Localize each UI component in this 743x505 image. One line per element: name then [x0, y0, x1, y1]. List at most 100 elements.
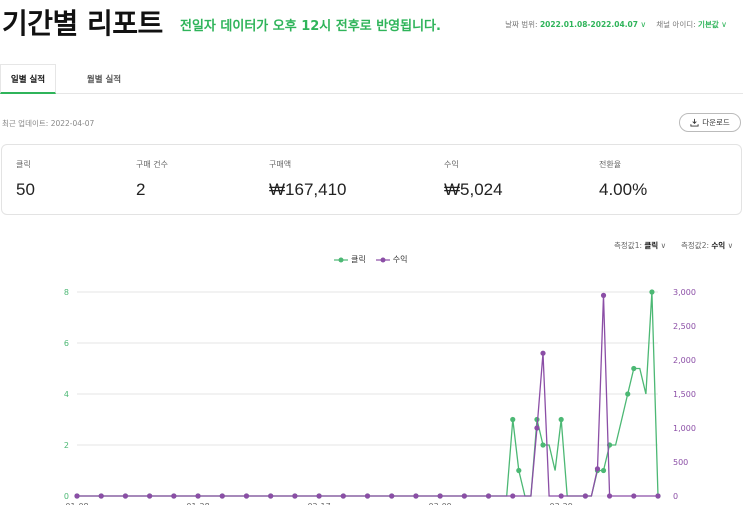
y-left-tick-label: 8 — [64, 288, 69, 297]
measure1-select[interactable]: 측정값1: 클릭 ∨ — [614, 240, 666, 251]
data-point — [631, 493, 637, 499]
line-marker-icon — [334, 257, 348, 262]
y-right-tick-label: 1,500 — [673, 390, 696, 399]
data-point — [340, 493, 346, 499]
y-right-tick-label: 0 — [673, 492, 678, 501]
data-point — [485, 493, 492, 499]
data-point — [594, 466, 601, 472]
data-point — [558, 416, 564, 423]
data-point — [147, 493, 153, 499]
y-right-tick-label: 2,500 — [673, 322, 696, 331]
x-tick-label: 03-29 — [550, 502, 573, 505]
data-point — [389, 493, 395, 499]
y-left-tick-label: 4 — [64, 390, 69, 399]
data-point — [243, 493, 250, 499]
data-point — [582, 493, 588, 499]
download-icon — [690, 118, 699, 127]
metric-value: 4.00% — [599, 180, 648, 199]
legend-item-clicks[interactable]: 클릭 — [334, 254, 366, 265]
data-point — [268, 493, 274, 499]
data-point — [195, 493, 201, 499]
date-range-label: 날짜 범위: — [505, 20, 538, 29]
metric-label: 전환율 — [599, 160, 622, 169]
chevron-down-icon: ∨ — [727, 241, 734, 250]
y-right-tick-label: 500 — [673, 458, 688, 467]
data-point — [461, 493, 467, 499]
x-tick-label: 01-08 — [65, 502, 88, 505]
metric-conversion-rate: 전환율 4.00% — [599, 159, 647, 200]
line-marker-icon — [375, 257, 390, 262]
measure2-value: 수익 — [711, 241, 726, 250]
data-point — [364, 493, 371, 499]
channel-value: 기본값 — [698, 20, 719, 29]
data-point — [74, 493, 80, 499]
x-tick-label: 01-28 — [186, 502, 209, 505]
y-left-tick-label: 0 — [64, 492, 69, 501]
data-point — [606, 493, 613, 499]
data-point — [655, 493, 661, 499]
measure2-select[interactable]: 측정값2: 수익 ∨ — [681, 240, 733, 251]
last-updated: 최근 업데이트: 2022-04-07 — [2, 119, 95, 128]
channel-label: 채널 아이디: — [656, 20, 696, 29]
page-subtitle: 전일자 데이터가 오후 12시 전후로 반영됩니다. — [180, 19, 441, 34]
summary-panel: 클릭 50 구매 건수 2 구매액 ₩167,410 수익 ₩5,024 전환율… — [1, 144, 742, 215]
measure1-label: 측정값1: — [614, 241, 642, 250]
y-right-tick-label: 1,000 — [673, 424, 696, 433]
data-point — [292, 493, 298, 499]
series-line-revenue — [77, 295, 658, 497]
data-point — [631, 365, 637, 372]
channel-filter[interactable]: 채널 아이디: 기본값 ∨ — [656, 19, 727, 30]
metric-value: ₩5,024 — [444, 180, 503, 199]
data-point — [534, 425, 540, 431]
legend-label: 수익 — [392, 255, 408, 264]
data-point — [98, 493, 104, 499]
tab-daily[interactable]: 일별 실적 — [0, 64, 56, 94]
data-point — [516, 467, 522, 474]
y-left-tick-label: 6 — [64, 339, 69, 348]
measure1-value: 클릭 — [644, 241, 659, 250]
chevron-down-icon: ∨ — [721, 20, 727, 29]
header: 기간별 리포트 전일자 데이터가 오후 12시 전후로 반영됩니다. 날짜 범위… — [0, 0, 743, 44]
metric-purchases: 구매 건수 2 — [136, 159, 168, 200]
download-button[interactable]: 다운로드 — [679, 113, 741, 132]
data-point — [510, 416, 516, 423]
data-point — [540, 442, 546, 448]
chevron-down-icon: ∨ — [660, 241, 667, 250]
data-point — [510, 493, 516, 499]
metric-revenue: 수익 ₩5,024 — [444, 159, 503, 200]
measure2-label: 측정값2: — [681, 241, 709, 250]
legend-label: 클릭 — [351, 255, 366, 264]
metric-clicks: 클릭 50 — [16, 159, 35, 200]
daily-chart: 0 2 4 6 8 0 500 1,000 1,500 2,000 2,500 3,000 01-08 0… — [64, 288, 696, 505]
metric-label: 수익 — [444, 160, 459, 169]
data-point — [600, 467, 607, 474]
metric-purchase-amount: 구매액 ₩167,410 — [269, 159, 347, 200]
y-right-tick-label: 3,000 — [673, 288, 696, 297]
filter-bar: 날짜 범위: 2022.01.08-2022.04.07 ∨ 채널 아이디: 기… — [505, 19, 727, 30]
data-point — [437, 493, 443, 499]
data-point — [540, 350, 546, 356]
data-point — [413, 493, 419, 499]
metric-value: 2 — [136, 180, 146, 199]
tab-monthly[interactable]: 월별 실적 — [86, 75, 122, 85]
download-label: 다운로드 — [702, 118, 730, 127]
x-tick-label: 03-09 — [429, 502, 452, 505]
data-point — [558, 493, 564, 499]
y-left-tick-label: 2 — [64, 441, 69, 450]
page-title: 기간별 리포트 — [2, 7, 163, 40]
data-point — [649, 289, 655, 295]
data-point — [171, 493, 177, 499]
metric-label: 구매액 — [269, 160, 292, 169]
date-range-filter[interactable]: 날짜 범위: 2022.01.08-2022.04.07 ∨ — [505, 19, 646, 30]
data-point — [316, 493, 322, 499]
data-point — [600, 292, 607, 298]
data-point — [122, 493, 129, 499]
report-tabs: 일별 실적 월별 실적 — [0, 64, 743, 94]
x-tick-label: 02-17 — [307, 502, 330, 505]
metric-label: 구매 건수 — [136, 160, 168, 169]
legend-item-revenue[interactable]: 수익 — [375, 254, 408, 265]
metric-value: 50 — [16, 180, 35, 199]
chevron-down-icon: ∨ — [640, 20, 647, 29]
metric-value: ₩167,410 — [269, 180, 347, 199]
data-point — [219, 493, 225, 499]
